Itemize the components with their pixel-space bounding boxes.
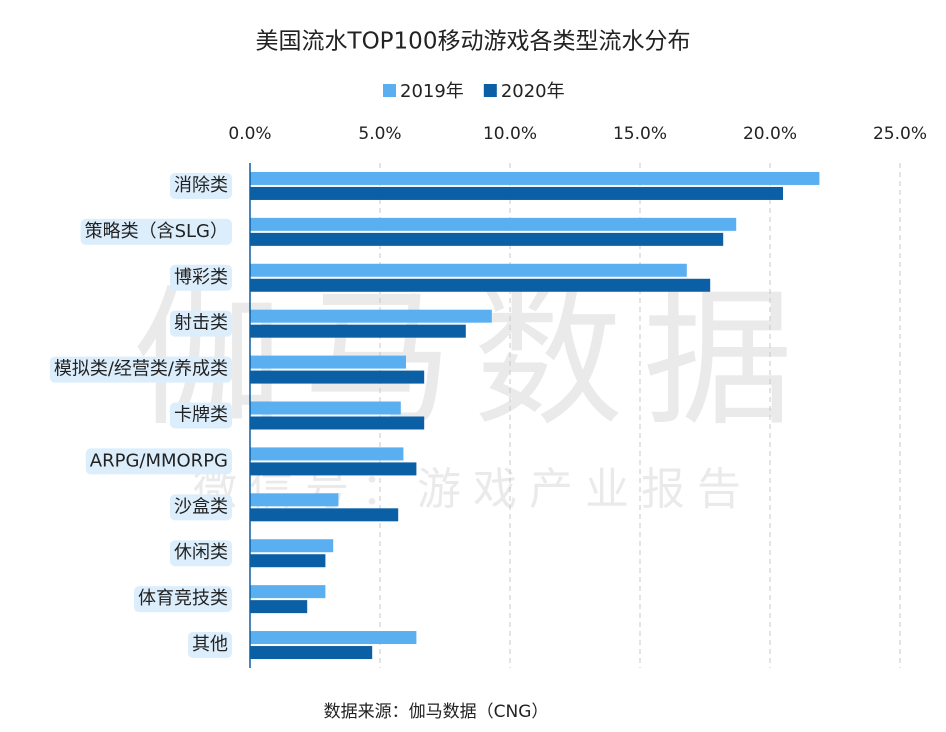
y-tick-label: 休闲类 bbox=[174, 542, 228, 563]
source-note: 数据来源：伽马数据（CNG） bbox=[324, 702, 549, 722]
category-badge bbox=[49, 356, 232, 383]
category-badge bbox=[85, 448, 232, 475]
y-tick-label: 卡牌类 bbox=[174, 405, 228, 426]
bar bbox=[250, 232, 724, 246]
y-tick-label: ARPG/MMORPG bbox=[90, 450, 228, 471]
bar bbox=[250, 186, 783, 200]
chart-title: 美国流水TOP100移动游戏各类型流水分布 bbox=[256, 29, 691, 55]
bar bbox=[250, 447, 404, 461]
x-tick-label: 20.0% bbox=[743, 124, 797, 144]
bar bbox=[250, 585, 326, 599]
bar bbox=[250, 309, 492, 323]
bar bbox=[250, 554, 326, 568]
category-badge bbox=[170, 264, 232, 291]
legend-swatch bbox=[383, 84, 396, 97]
y-tick-label: 其他 bbox=[192, 634, 228, 655]
bar bbox=[250, 631, 417, 645]
category-badge bbox=[80, 218, 232, 245]
legend-swatch bbox=[483, 84, 497, 97]
category-badge bbox=[170, 172, 232, 199]
y-tick-label: 模拟类/经营类/养成类 bbox=[54, 359, 228, 380]
bar bbox=[250, 355, 406, 369]
bar bbox=[250, 401, 401, 415]
x-tick-label: 0.0% bbox=[228, 124, 271, 144]
y-tick-label: 博彩类 bbox=[174, 267, 228, 288]
category-badge bbox=[134, 586, 232, 613]
bar bbox=[250, 539, 334, 553]
bar bbox=[250, 263, 687, 277]
bar bbox=[250, 493, 339, 507]
bar bbox=[250, 416, 425, 430]
y-tick-label: 体育竞技类 bbox=[138, 588, 228, 609]
category-badge bbox=[188, 632, 232, 659]
bar bbox=[250, 462, 417, 476]
legend-label: 2019年 bbox=[400, 81, 464, 102]
y-tick-label: 沙盒类 bbox=[174, 496, 228, 517]
category-badge bbox=[170, 494, 232, 521]
bar bbox=[250, 217, 737, 231]
legend-label: 2020年 bbox=[501, 81, 565, 102]
bar bbox=[250, 508, 399, 522]
x-tick-label: 15.0% bbox=[613, 124, 667, 144]
x-tick-label: 5.0% bbox=[358, 124, 401, 144]
bar bbox=[250, 370, 425, 384]
bar bbox=[250, 171, 820, 185]
y-tick-label: 策略类（含SLG） bbox=[85, 221, 228, 242]
x-tick-label: 25.0% bbox=[873, 124, 927, 144]
bar bbox=[250, 278, 711, 292]
bar bbox=[250, 646, 373, 660]
watermark: 伽马数据 bbox=[133, 273, 813, 447]
category-badge bbox=[170, 402, 232, 429]
x-tick-label: 10.0% bbox=[483, 124, 537, 144]
category-badge bbox=[170, 540, 232, 567]
y-tick-label: 消除类 bbox=[174, 175, 228, 196]
bar bbox=[250, 600, 308, 614]
category-badge bbox=[170, 310, 232, 337]
y-tick-label: 射击类 bbox=[174, 313, 228, 334]
bar bbox=[250, 324, 466, 338]
